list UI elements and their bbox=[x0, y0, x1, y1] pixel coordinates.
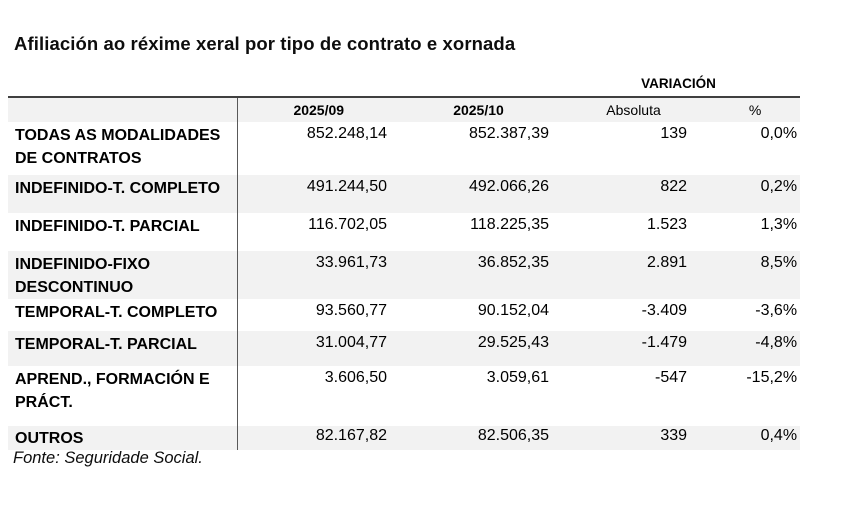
value-absoluta: 339 bbox=[557, 426, 711, 450]
table-row-indefinido-completo: INDEFINIDO-T. COMPLETO 491.244,50 492.06… bbox=[8, 175, 801, 213]
value-2025-09: 31.004,77 bbox=[236, 331, 400, 366]
page-title: Afiliación ao réxime xeral por tipo de c… bbox=[14, 33, 516, 54]
value-2025-09: 93.560,77 bbox=[236, 299, 400, 331]
value-percent: -15,2% bbox=[746, 369, 798, 386]
value-percent: 8,5% bbox=[710, 251, 801, 299]
column-header-empty bbox=[8, 96, 237, 122]
value-absoluta: 822 bbox=[557, 175, 711, 213]
value-absoluta: -547 bbox=[655, 369, 688, 386]
value-percent: 1,3% bbox=[760, 216, 798, 233]
row-label: TEMPORAL-T. PARCIAL bbox=[8, 331, 237, 366]
value-2025-10: 3.059,61 bbox=[486, 369, 550, 386]
table-row-aprend-formacion: APREND., FORMACIÓN E PRÁCT. 3.606,50 3.0… bbox=[8, 366, 800, 426]
value-percent: 0,2% bbox=[710, 175, 801, 213]
value-2025-09: 116.702,05 bbox=[236, 213, 400, 251]
value-2025-09: 33.961,73 bbox=[236, 251, 400, 299]
column-header-absoluta: Absoluta bbox=[557, 96, 711, 122]
value-2025-09: 491.244,50 bbox=[236, 175, 400, 213]
row-label: INDEFINIDO-FIXO DESCONTINUO bbox=[8, 251, 237, 299]
value-absoluta: 2.891 bbox=[557, 251, 711, 299]
value-2025-10: 36.852,35 bbox=[400, 251, 558, 299]
affiliation-table: VARIACIÓN 2025/09 2025/10 Absoluta % TOD… bbox=[8, 71, 801, 450]
value-percent: -3,6% bbox=[755, 302, 798, 319]
value-2025-09: 3.606,50 bbox=[236, 366, 400, 426]
value-absoluta: 139 bbox=[660, 125, 688, 142]
table-row-outros: OUTROS 82.167,82 82.506,35 339 0,4% bbox=[8, 426, 801, 450]
variation-spacer bbox=[8, 71, 557, 97]
row-label: INDEFINIDO-T. PARCIAL bbox=[15, 218, 200, 235]
value-2025-09: 82.167,82 bbox=[236, 426, 400, 450]
column-header-2025-09: 2025/09 bbox=[236, 96, 400, 122]
column-header-percent: % bbox=[710, 96, 801, 122]
row-label: INDEFINIDO-T. COMPLETO bbox=[8, 175, 237, 213]
value-absoluta: 1.523 bbox=[646, 216, 688, 233]
row-label: APREND., FORMACIÓN E PRÁCT. bbox=[15, 371, 210, 411]
variation-group-header: VARIACIÓN bbox=[641, 76, 716, 91]
table-row-todas-as-modalidades: TODAS AS MODALIDADES DE CONTRATOS 852.24… bbox=[8, 122, 800, 175]
value-percent: 0,4% bbox=[710, 426, 801, 450]
value-absoluta: -1.479 bbox=[557, 331, 711, 366]
value-2025-09: 852.248,14 bbox=[236, 122, 400, 175]
value-absoluta: -3.409 bbox=[641, 302, 688, 319]
column-header-row: 2025/09 2025/10 Absoluta % bbox=[8, 96, 801, 122]
table-row-indefinido-fixo-descontinuo: INDEFINIDO-FIXO DESCONTINUO 33.961,73 36… bbox=[8, 251, 801, 299]
row-label: TEMPORAL-T. COMPLETO bbox=[15, 304, 218, 321]
variation-group-row: VARIACIÓN bbox=[8, 71, 800, 97]
value-2025-10: 852.387,39 bbox=[468, 125, 550, 142]
value-2025-10: 29.525,43 bbox=[400, 331, 558, 366]
value-2025-10: 492.066,26 bbox=[400, 175, 558, 213]
table-row-indefinido-parcial: INDEFINIDO-T. PARCIAL 116.702,05 118.225… bbox=[8, 213, 800, 251]
source-note: Fonte: Seguridade Social. bbox=[13, 449, 203, 467]
value-2025-10: 90.152,04 bbox=[477, 302, 550, 319]
value-2025-10: 82.506,35 bbox=[400, 426, 558, 450]
row-label: TODAS AS MODALIDADES DE CONTRATOS bbox=[15, 127, 221, 167]
value-percent: -4,8% bbox=[710, 331, 801, 366]
value-2025-10: 118.225,35 bbox=[470, 216, 550, 233]
table-row-temporal-parcial: TEMPORAL-T. PARCIAL 31.004,77 29.525,43 … bbox=[8, 331, 801, 366]
table-row-temporal-completo: TEMPORAL-T. COMPLETO 93.560,77 90.152,04… bbox=[8, 299, 800, 331]
value-percent: 0,0% bbox=[760, 125, 798, 142]
row-label: OUTROS bbox=[8, 426, 237, 450]
column-header-2025-10: 2025/10 bbox=[400, 96, 558, 122]
